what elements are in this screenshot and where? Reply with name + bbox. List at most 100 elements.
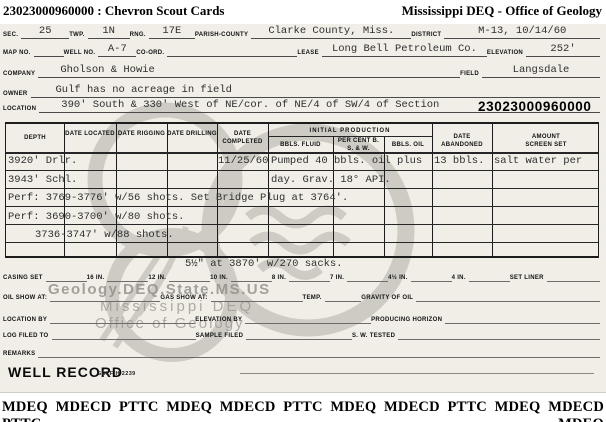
sw-tested-label: S. W. TESTED [351,333,396,339]
entry-depth-2: 3943' Schl. [8,174,78,186]
scout-card [0,24,606,393]
blank-line [230,268,272,282]
watermark-url: Geology.DEQ.State.MS.US [48,281,271,298]
blank-line [445,310,600,324]
grid-line [116,124,117,256]
owner-label: OWNER [3,91,28,97]
casing-8-label: 8 IN. [271,275,287,281]
col-header-amount-screen-set: AMOUNT SCREEN SET [525,134,567,149]
producing-horizon-label: PRODUCING HORIZON [371,317,443,323]
elevation-by-label: ELEVATION BY [195,317,243,323]
blank-line [50,310,196,324]
document-footer: MDEQ MDECD PTTC MDEQ MDECD PTTC MDEQ MDE… [2,399,604,422]
col-header-date-completed: DATE COMPLETED [222,131,263,146]
col-header-per-cent: PER CENT B. S. & W. [337,138,380,153]
col-header-date-rigging: DATE RIGGING [117,131,166,137]
grid-line [268,124,269,256]
blank-line [210,288,303,302]
well-no-label: WELL NO. [63,50,96,56]
casing-12-label: 12 IN. [148,275,167,281]
entry-perf-3: 3736-3747' w/88 shots. [35,229,174,241]
rng-label: RNG. [129,32,146,38]
grid-line [268,136,432,137]
remarks-row: REMARKS [3,344,600,358]
entry-abandoned-1: 13 bbls. [434,155,485,167]
entry-screen-1: salt water per [494,155,583,167]
grid-line [333,136,334,256]
casing-10-label: 10 IN. [210,275,228,281]
owner-value: Gulf has no acreage in field [30,84,600,98]
field-row-owner: OWNER Gulf has no acreage in field [3,83,600,98]
lease-label: LEASE [297,50,319,56]
lease-value: Long Bell Petroleum Co. [321,43,487,57]
surveyor-row: LOCATION BY ELEVATION BY PRODUCING HORIZ… [3,310,600,324]
api-number: 23023000960000 [478,99,592,114]
blank-line [546,268,601,282]
col-header-bbls-oil: BBLS. OIL [391,142,425,148]
col-header-date-located: DATE LOCATED [65,131,115,137]
map-no-value [33,43,64,57]
sec-value: 25 [21,25,70,39]
grid-line [6,188,598,189]
co-ord-value [167,43,298,57]
blank-line [107,268,149,282]
watermark-agency: Mississippi DEQ [100,298,255,315]
well-record-code: GULF H 2239 [97,371,136,377]
grid-line [384,136,385,256]
well-record-title: WELL RECORD [8,364,123,380]
entry-depth-1: 3920' Drlr. [8,155,78,167]
location-value: 390' South & 330' West of NE/cor. of NE/… [39,99,600,113]
entry-production-1: Pumped 40 bbls. oil plus [271,155,423,167]
casing-4half-label: 4½ IN. [388,275,408,281]
grid-line [432,124,433,256]
district-value: M-13, 10/14/60 [444,25,600,39]
col-header-date-drilling: DATE DRILLING [167,131,217,137]
log-filed-to-label: LOG FILED TO [3,333,49,339]
agency-title: Mississippi DEQ - Office of Geology [401,3,602,18]
twp-value: 1N [87,25,130,39]
field-row-section: SEC. 25 TWP. 1N RNG. 17E PARISH-COUNTY C… [3,24,600,39]
parish-county-label: PARISH-COUNTY [194,32,249,38]
col-header-date-abandoned: DATE ABANDONED [441,134,483,149]
filed-row: LOG FILED TO SAMPLE FILED S. W. TESTED [3,326,600,340]
parish-county-value: Clarke County, Miss. [251,25,412,39]
blank-line [51,326,196,340]
ms-geology-logo-watermark [87,102,415,362]
sec-label: SEC. [3,32,19,38]
casing-4-label: 4 IN. [451,275,466,281]
document-header: 23023000960000 : Chevron Scout Cards Mis… [0,0,606,23]
entry-production-2: day. Grav. 18° API. [271,174,391,186]
gas-show-label: GAS SHOW AT: [160,295,208,301]
document-title: 23023000960000 : Chevron Scout Cards [3,3,225,18]
location-by-label: LOCATION BY [3,317,48,323]
field-label: FIELD [460,71,479,77]
field-row-well: MAP NO. WELL NO. A-7 CO-ORD. LEASE Long … [3,42,600,57]
blank-line [416,288,600,302]
blank-line [468,268,510,282]
grid-line [6,152,598,154]
blank-line [245,310,372,324]
grid-line [6,206,598,207]
casing-set-label: CASING SET [3,275,43,281]
entry-perf-2: Perf: 3690-3700' w/80 shots. [8,211,185,223]
field-row-location: LOCATION 390' South & 330' West of NE/co… [3,98,600,113]
casing-16-label: 16 IN. [86,275,105,281]
casing-7-label: 7 IN. [330,275,345,281]
co-ord-label: CO-ORD. [136,50,165,56]
elevation-value: 252' [526,43,600,57]
blank-line [347,268,389,282]
location-label: LOCATION [3,106,37,112]
temp-label: TEMP. [302,295,322,301]
entry-date-completed-1: 11/25/60 [218,155,269,167]
blank-line [50,288,161,302]
grid-line [64,124,65,256]
field-value: Langsdale [482,64,600,78]
blank-line [240,373,594,374]
company-value: Gholson & Howie [38,64,461,78]
blank-line [324,288,362,302]
remarks-label: REMARKS [3,351,36,357]
blank-line [169,268,211,282]
casing-set-row: CASING SET 16 IN. 12 IN. 10 IN. 8 IN. 7 … [3,268,601,282]
col-header-initial-production: INITIAL PRODUCTION [309,127,391,134]
